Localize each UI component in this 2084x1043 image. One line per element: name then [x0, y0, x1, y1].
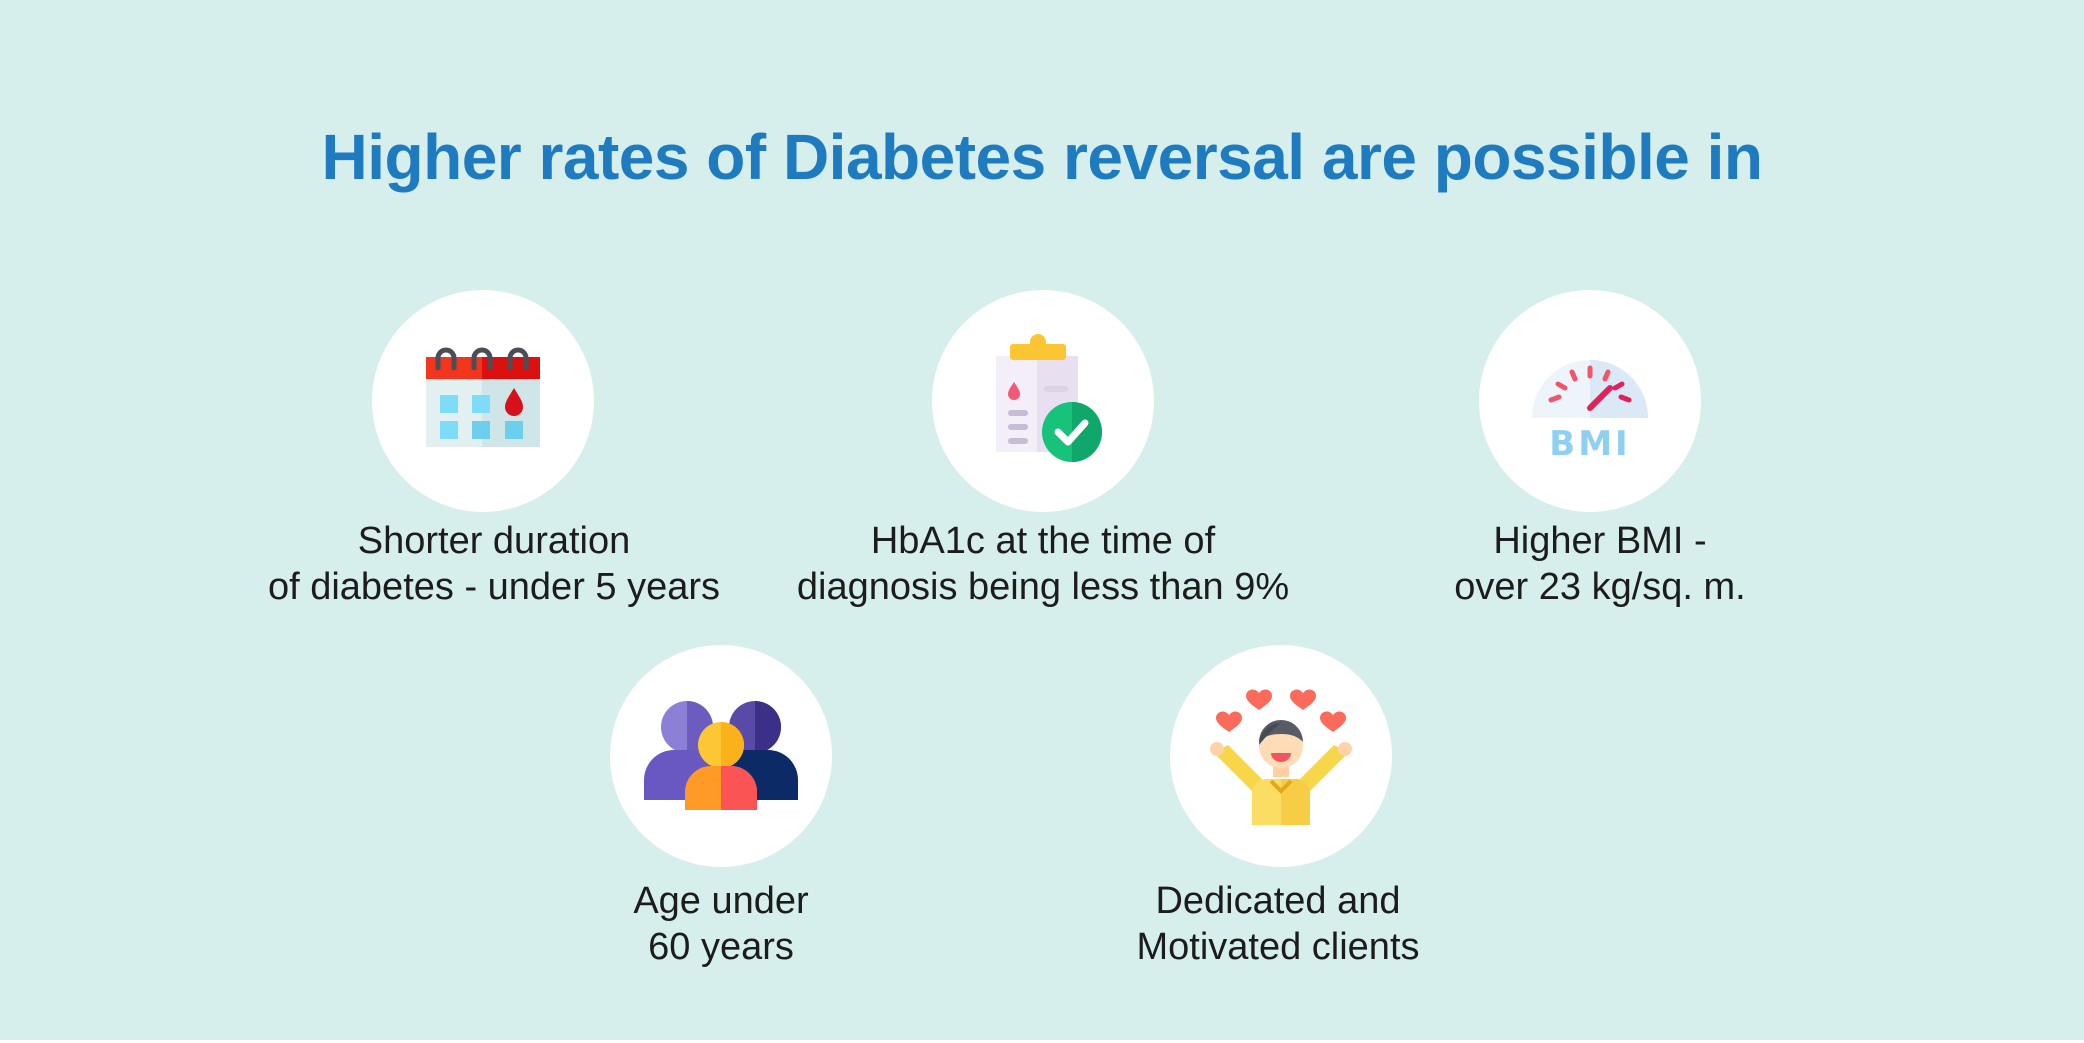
calendar-blood-drop-icon: [426, 347, 540, 447]
page-title: Higher rates of Diabetes reversal are po…: [321, 121, 1764, 193]
group-of-people-icon: [644, 701, 798, 810]
item-caption-hba1c: HbA1c at the time of diagnosis being les…: [763, 518, 1323, 610]
happy-person-hearts-icon: [1210, 689, 1352, 825]
item-caption-motivation: Dedicated and Motivated clients: [998, 878, 1558, 970]
item-caption-motivation-line1: Dedicated and: [1155, 880, 1401, 922]
item-caption-age-line2: 60 years: [648, 926, 794, 968]
item-icon-circle-bmi: BMI: [1479, 290, 1701, 512]
item-icon-circle-hba1c: [932, 290, 1154, 512]
item-icon-circle-motivation: [1170, 645, 1392, 867]
item-caption-duration-line1: Shorter duration: [357, 520, 631, 562]
item-caption-age-line1: Age under: [633, 880, 809, 922]
item-caption-hba1c-line1: HbA1c at the time of: [870, 520, 1216, 562]
bmi-icon-label: BMI: [1549, 424, 1630, 464]
item-caption-bmi-line2: over 23 kg/sq. m.: [1454, 566, 1746, 608]
item-caption-bmi: Higher BMI - over 23 kg/sq. m.: [1320, 518, 1880, 610]
clipboard-check-icon: [996, 334, 1102, 462]
item-caption-bmi-line1: Higher BMI -: [1493, 520, 1707, 562]
item-caption-duration-line2: of diabetes - under 5 years: [267, 566, 721, 608]
item-icon-circle-age: [610, 645, 832, 867]
bmi-gauge-icon: BMI: [1532, 360, 1648, 464]
item-caption-duration: Shorter duration of diabetes - under 5 y…: [214, 518, 774, 610]
item-caption-hba1c-line2: diagnosis being less than 9%: [796, 566, 1290, 608]
item-caption-motivation-line2: Motivated clients: [1136, 926, 1420, 968]
item-icon-circle-duration: [372, 290, 594, 512]
item-caption-age: Age under 60 years: [441, 878, 1001, 970]
